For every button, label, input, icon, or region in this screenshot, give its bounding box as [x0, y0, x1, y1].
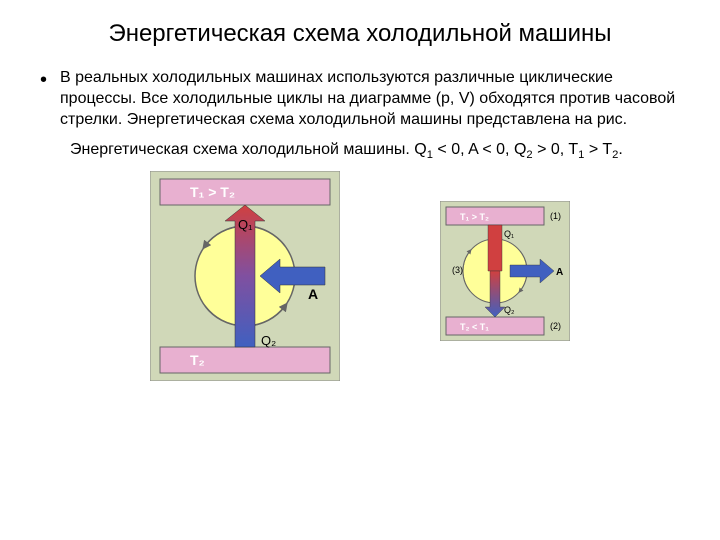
q1-label: Q₁: [238, 217, 253, 232]
small-n1: (1): [550, 211, 561, 221]
small-n2: (2): [550, 321, 561, 331]
caption-text: Энергетическая схема холодильной машины.…: [70, 140, 680, 163]
svg-text:T₂ < T₁: T₂ < T₁: [460, 322, 489, 332]
svg-text:A: A: [556, 267, 563, 278]
diagram-container: T₁ > T₂ T₂ Q₁ Q₂ A: [40, 171, 680, 381]
small-diagram: T₁ > T₂ (1) T₂ < T₁ (2) (3) Q₁ Q₂ A: [440, 201, 570, 341]
page-title: Энергетическая схема холодильной машины: [40, 20, 680, 48]
paragraph-text: В реальных холодильных машинах использую…: [60, 68, 680, 130]
small-n3: (3): [452, 265, 463, 275]
svg-text:Q₂: Q₂: [504, 305, 515, 315]
svg-text:T₁ > T₂: T₁ > T₂: [460, 212, 489, 222]
main-diagram: T₁ > T₂ T₂ Q₁ Q₂ A: [150, 171, 340, 381]
svg-text:Q₁: Q₁: [504, 229, 514, 239]
a-label: A: [308, 286, 318, 302]
top-reservoir-label: T₁ > T₂: [190, 184, 235, 200]
bottom-reservoir-label: T₂: [190, 352, 205, 368]
bullet-paragraph: • В реальных холодильных машинах использ…: [40, 68, 680, 130]
bullet-marker: •: [40, 68, 60, 92]
q2-label: Q₂: [261, 333, 276, 348]
